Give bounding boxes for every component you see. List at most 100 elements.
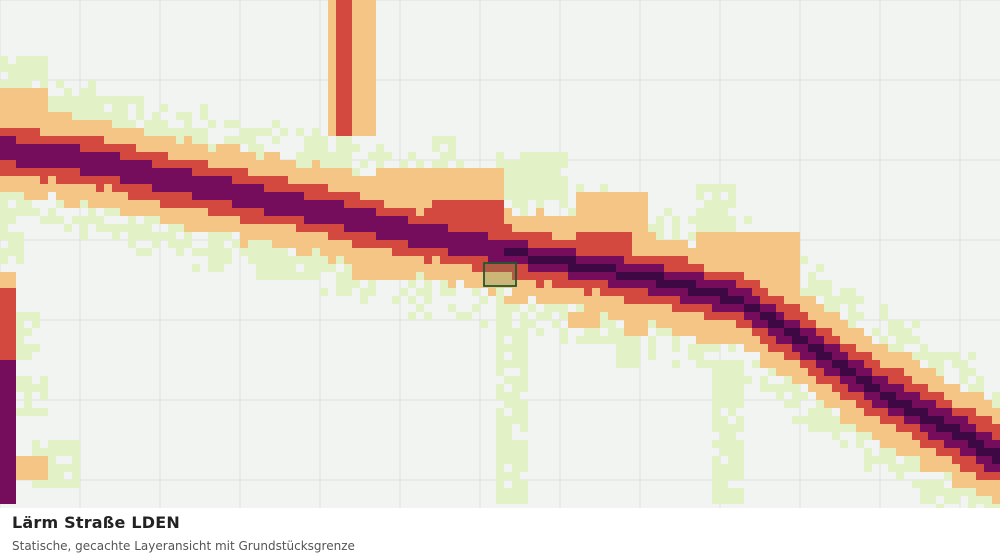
noise-cell [496, 320, 504, 328]
noise-cell [584, 248, 592, 256]
noise-cell [768, 256, 776, 264]
noise-cell [272, 192, 280, 200]
noise-cell [504, 344, 512, 352]
noise-cell [72, 128, 80, 136]
noise-cell [984, 488, 992, 496]
noise-cell [32, 112, 40, 120]
noise-cell [728, 272, 736, 280]
noise-cell [344, 184, 352, 192]
noise-cell [752, 264, 760, 272]
noise-cell [424, 280, 432, 288]
noise-cell [192, 144, 200, 152]
noise-cell [200, 176, 208, 184]
noise-cell [632, 248, 640, 256]
noise-cell [552, 160, 560, 168]
noise-cell [584, 256, 592, 264]
noise-cell [360, 160, 368, 168]
noise-cell [784, 296, 792, 304]
noise-cell [352, 264, 360, 272]
noise-cell [576, 312, 584, 320]
noise-cell [504, 224, 512, 232]
noise-cell [0, 192, 8, 200]
noise-cell [912, 464, 920, 472]
noise-cell [136, 160, 144, 168]
noise-cell [728, 464, 736, 472]
noise-cell [944, 424, 952, 432]
noise-cell [88, 216, 96, 224]
noise-cell [400, 240, 408, 248]
noise-cell [8, 72, 16, 80]
noise-cell [912, 480, 920, 488]
noise-cell [512, 440, 520, 448]
noise-cell [960, 376, 968, 384]
noise-cell [336, 192, 344, 200]
noise-cell [432, 160, 440, 168]
noise-cell [392, 216, 400, 224]
noise-cell [368, 272, 376, 280]
parcel-boundary[interactable] [483, 262, 517, 287]
noise-cell [680, 248, 688, 256]
noise-cell [888, 416, 896, 424]
noise-cell [728, 376, 736, 384]
noise-cell [880, 360, 888, 368]
noise-cell [744, 336, 752, 344]
noise-cell [456, 160, 464, 168]
noise-cell [336, 216, 344, 224]
noise-cell [504, 160, 512, 168]
noise-cell [360, 64, 368, 72]
noise-cell [320, 216, 328, 224]
noise-cell [960, 472, 968, 480]
noise-cell [576, 232, 584, 240]
noise-cell [216, 184, 224, 192]
noise-cell [64, 192, 72, 200]
noise-cell [512, 328, 520, 336]
noise-cell [448, 208, 456, 216]
noise-cell [568, 216, 576, 224]
noise-cell [216, 152, 224, 160]
noise-cell [368, 256, 376, 264]
noise-cell [752, 280, 760, 288]
noise-cell [64, 120, 72, 128]
noise-cell [472, 248, 480, 256]
noise-cell [776, 384, 784, 392]
noise-cell [992, 472, 1000, 480]
noise-cell [560, 176, 568, 184]
noise-cell [768, 384, 776, 392]
noise-cell [96, 160, 104, 168]
noise-cell [216, 176, 224, 184]
noise-cell [376, 264, 384, 272]
noise-cell [360, 48, 368, 56]
noise-cell [456, 200, 464, 208]
noise-cell [280, 224, 288, 232]
noise-cell [344, 280, 352, 288]
noise-cell [896, 352, 904, 360]
noise-cell [48, 96, 56, 104]
noise-cell [264, 208, 272, 216]
noise-cell [840, 368, 848, 376]
noise-cell [640, 240, 648, 248]
noise-cell [728, 320, 736, 328]
noise-cell [944, 456, 952, 464]
noise-cell [456, 312, 464, 320]
noise-cell [608, 312, 616, 320]
noise-cell [8, 288, 16, 296]
noise-cell [696, 272, 704, 280]
noise-cell [560, 200, 568, 208]
noise-cell [696, 184, 704, 192]
noise-cell [264, 256, 272, 264]
noise-cell [784, 328, 792, 336]
noise-cell [728, 248, 736, 256]
noise-cell [704, 288, 712, 296]
noise-cell [360, 128, 368, 136]
noise-cell [224, 176, 232, 184]
noise-cell [160, 144, 168, 152]
noise-cell [688, 216, 696, 224]
noise-cell [664, 280, 672, 288]
noise-cell [136, 208, 144, 216]
noise-cell [384, 216, 392, 224]
noise-cell [680, 296, 688, 304]
noise-cell [736, 328, 744, 336]
noise-cell [808, 352, 816, 360]
noise-cell [16, 136, 24, 144]
